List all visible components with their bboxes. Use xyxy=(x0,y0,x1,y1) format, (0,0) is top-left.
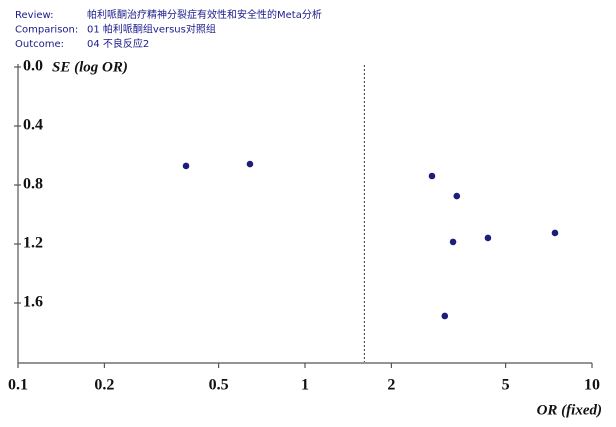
point xyxy=(551,229,559,237)
point xyxy=(246,160,254,168)
x-tick-label: 1 xyxy=(301,377,309,394)
y-axis-label: SE (log OR) xyxy=(52,59,128,75)
header-label: Comparison: xyxy=(15,25,78,36)
x-tick-label: 2 xyxy=(387,377,395,394)
point xyxy=(449,238,457,246)
x-tick-label: 0.2 xyxy=(94,377,114,394)
header-value: 04 不良反应2 xyxy=(87,37,149,50)
point xyxy=(453,192,461,200)
x-tick-label: 0.5 xyxy=(209,377,229,394)
header-label: Outcome: xyxy=(15,39,64,50)
y-tick-label: 1.2 xyxy=(23,235,43,252)
x-tick-label: 0.1 xyxy=(8,377,28,394)
point xyxy=(441,312,449,320)
x-tick-label: 10 xyxy=(584,377,600,394)
point xyxy=(484,234,492,242)
y-tick-label: 0.0 xyxy=(23,58,43,75)
point xyxy=(182,162,190,170)
header-value: 01 帕利哌酮组versus对照组 xyxy=(87,23,216,36)
point xyxy=(428,172,436,180)
x-tick-label: 5 xyxy=(502,377,510,394)
header-label: Review: xyxy=(15,10,54,21)
y-tick-label: 1.6 xyxy=(23,294,43,311)
y-tick-label: 0.8 xyxy=(23,176,43,193)
header-value: 帕利哌酮治疗精神分裂症有效性和安全性的Meta分析 xyxy=(87,8,322,21)
x-axis-label: OR (fixed) xyxy=(537,402,602,418)
y-tick-label: 0.4 xyxy=(23,117,43,134)
